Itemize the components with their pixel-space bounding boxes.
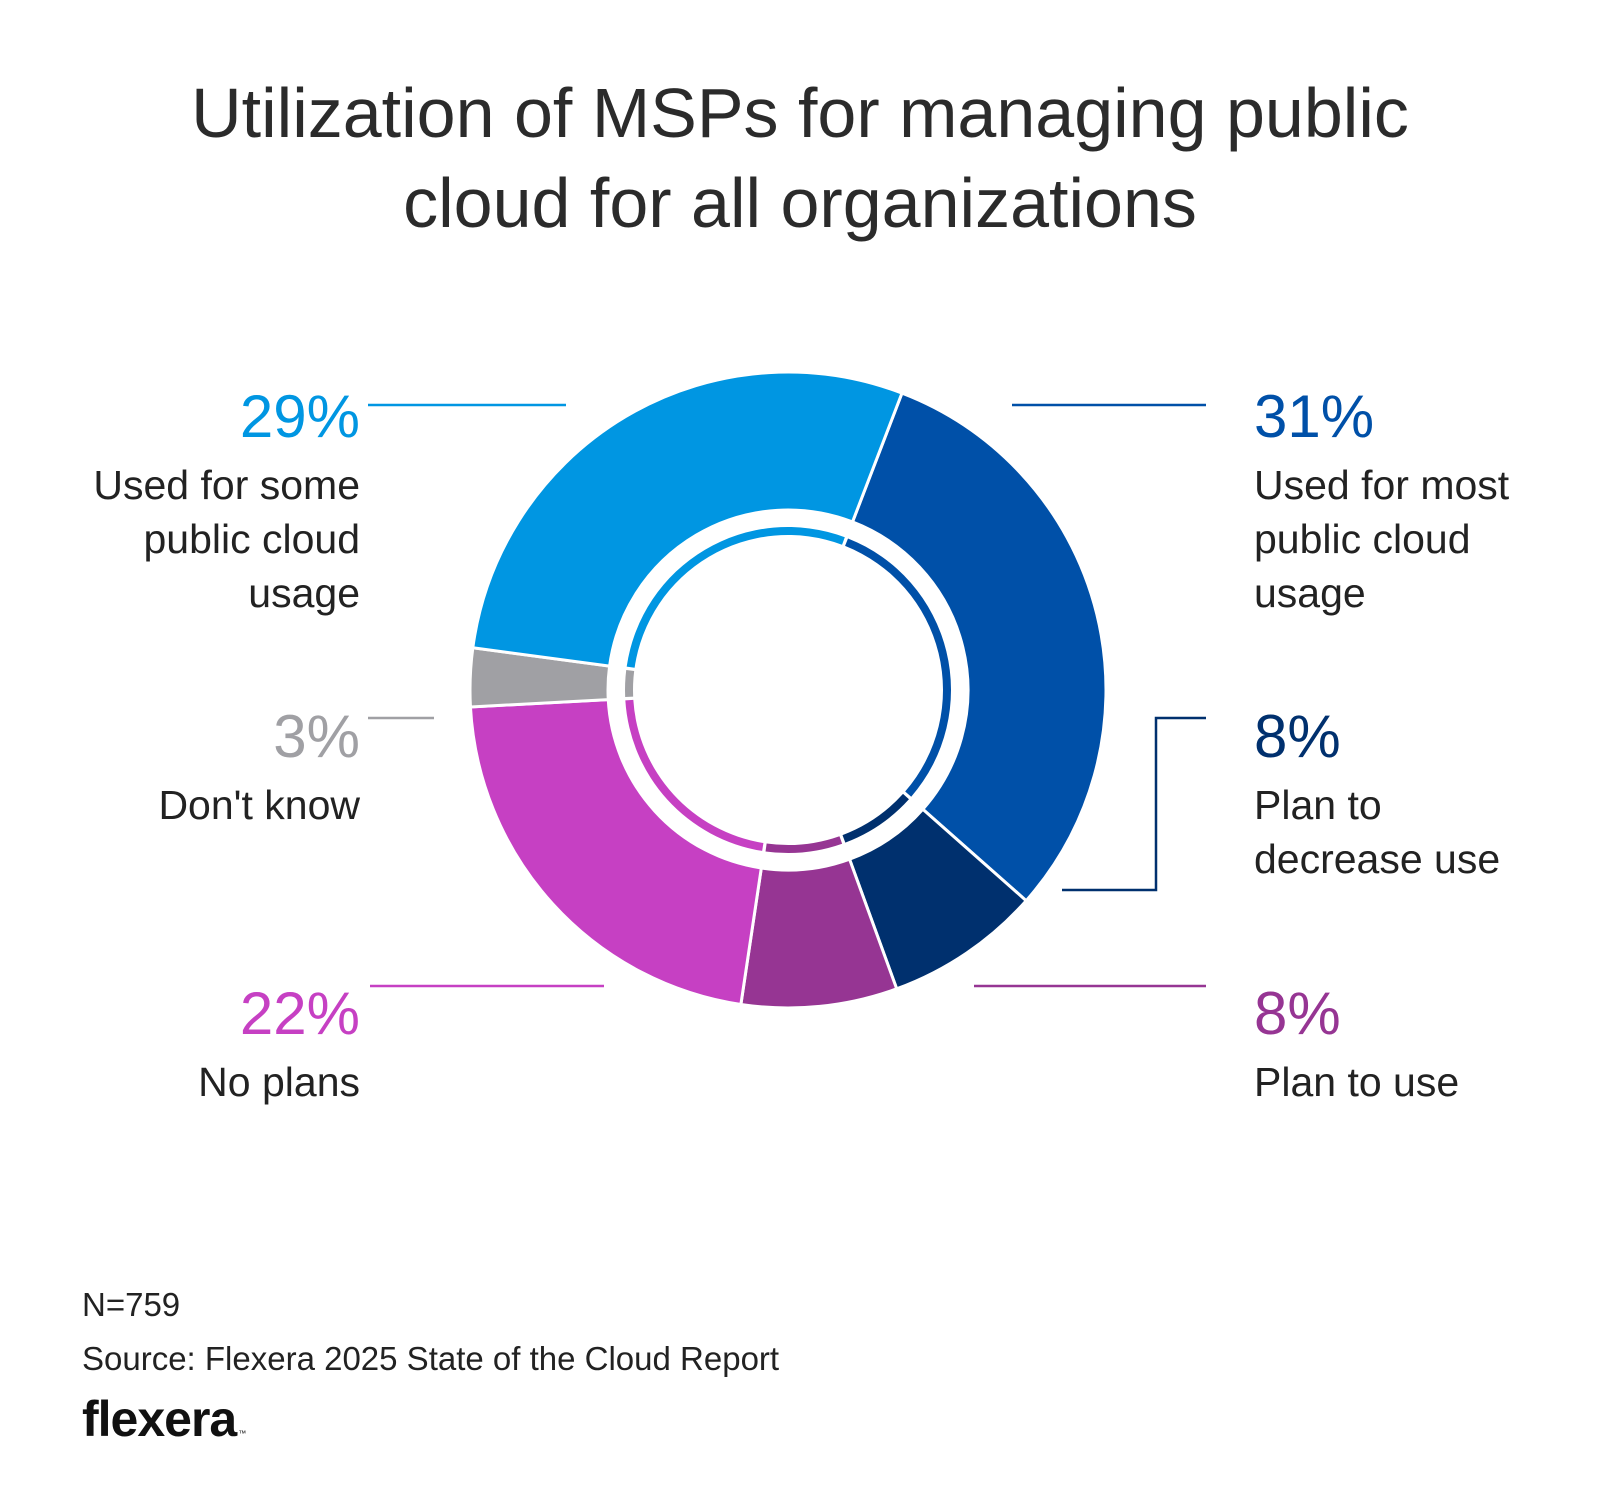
label-used-for-most: 31% Used for most public cloud usage [1254,384,1600,620]
outer-ring [468,370,1108,1010]
source-note: Source: Flexera 2025 State of the Cloud … [82,1340,780,1377]
inner-arc-5 [625,670,635,697]
slice-value-most: 31% [1254,383,1375,450]
label-plan-to-decrease: 8% Plan to decrease use [1254,704,1600,886]
inner-arc-3 [765,836,843,853]
slice-label-most: Used for most public cloud usage [1254,458,1600,620]
slice-value-plan: 8% [1254,980,1341,1047]
slice-none [468,698,764,1007]
slice-label-plan-line-1: Plan to use [1254,1059,1460,1105]
slice-label-dont: Don't know [0,778,360,832]
slice-value-dont: 3% [273,703,360,770]
slice-most [850,391,1108,903]
logo-text: flexera [82,1391,237,1447]
inner-arc-1 [845,538,951,797]
label-plan-to-use: 8% Plan to use [1254,981,1600,1109]
slice-label-dont-line-1: Don't know [158,782,360,828]
inner-ring [625,526,951,853]
slice-label-some: Used for some public cloud usage [0,458,360,620]
label-no-plans: 22% No plans [0,981,360,1109]
slice-label-none: No plans [0,1055,360,1109]
chart-title: Utilization of MSPs for managing public … [100,68,1500,248]
leader-line-decrease [1062,716,1206,892]
slice-label-decrease-line-2: decrease use [1254,836,1501,882]
slice-label-plan: Plan to use [1254,1055,1600,1109]
flexera-logo: flexera ™ [82,1390,246,1448]
chart-title-line-1: Utilization of MSPs for managing public [191,74,1409,152]
leader-lines [368,403,1206,988]
slice-label-some-line-3: usage [248,570,360,616]
slice-value-some: 29% [239,383,360,450]
slice-label-some-line-1: Used for some [93,462,360,508]
slice-label-most-line-3: usage [1254,570,1366,616]
inner-arc-4 [625,699,764,851]
slice-label-decrease: Plan to decrease use [1254,778,1600,886]
sample-size: N=759 [82,1286,181,1323]
slice-label-some-line-2: public cloud [143,516,360,562]
slice-label-decrease-line-1: Plan to [1254,782,1382,828]
slice-label-most-line-2: public cloud [1254,516,1471,562]
slice-some [471,370,904,668]
slice-label-most-line-1: Used for most [1254,462,1510,508]
slice-label-none-line-1: No plans [198,1059,360,1105]
logo-tm: ™ [238,1429,246,1438]
label-dont-know: 3% Don't know [0,704,360,832]
chart-title-line-2: cloud for all organizations [403,164,1197,242]
inner-arc-2 [842,793,909,843]
slice-value-decrease: 8% [1254,703,1341,770]
footnote: N=759 Source: Flexera 2025 State of the … [82,1278,779,1386]
slice-value-none: 22% [239,980,360,1047]
label-used-for-some: 29% Used for some public cloud usage [0,384,360,620]
